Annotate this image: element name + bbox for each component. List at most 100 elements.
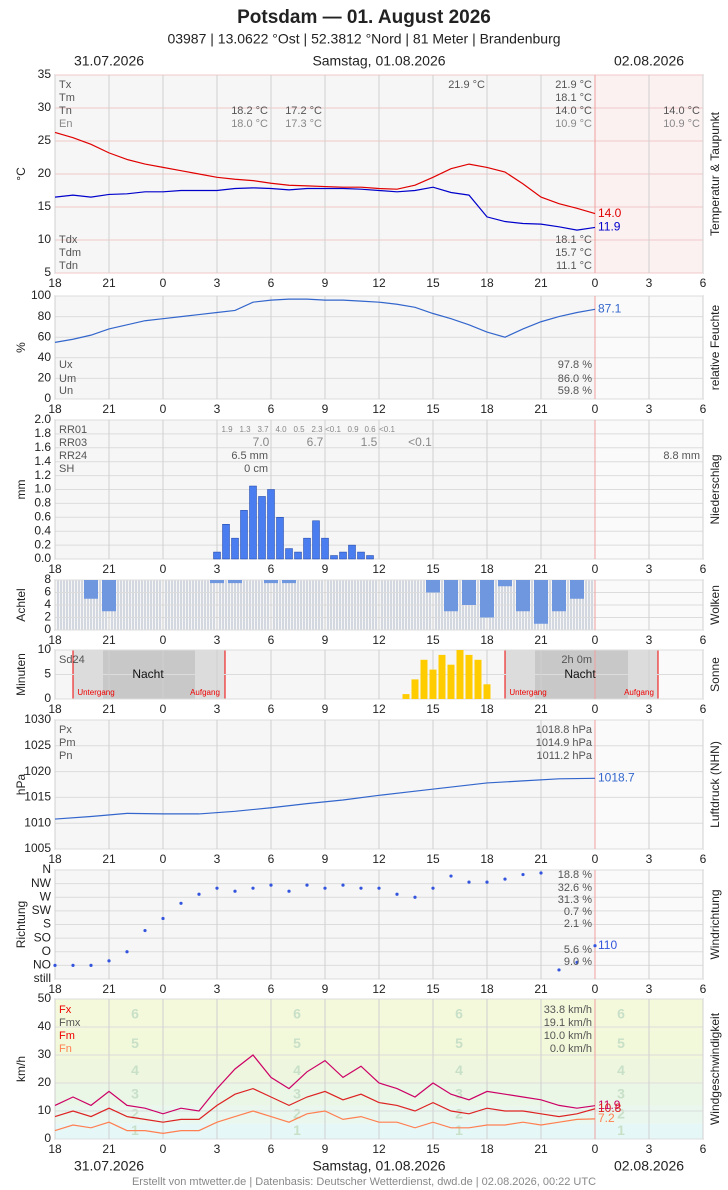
x-tick-label: 21: [534, 852, 548, 866]
note: 0.6: [364, 425, 376, 434]
note: Fn: [59, 1043, 72, 1055]
note: 14.0 °C: [555, 105, 592, 117]
bar: [312, 520, 320, 560]
note: Tdm: [59, 247, 81, 259]
bar: [420, 659, 428, 699]
end-label: 11.9: [598, 1098, 621, 1112]
beaufort-label: 4: [131, 1062, 139, 1078]
x-tick-label: 9: [322, 702, 329, 716]
y-tick-label: 0.4: [34, 523, 51, 537]
x-tick-label: 0: [160, 562, 167, 576]
x-tick-label: 18: [48, 402, 62, 416]
note: 18.1 °C: [555, 92, 592, 104]
x-tick-label: 0: [592, 982, 599, 996]
x-tick-label: 18: [480, 562, 494, 576]
note: RR24: [59, 450, 87, 462]
line: [54, 131, 596, 215]
note: 59.8 %: [558, 385, 592, 397]
note: En: [59, 118, 72, 130]
note: 19.1 km/h: [544, 1017, 592, 1029]
y-tick-label: 1.6: [34, 440, 51, 454]
y-tick-label: 30: [38, 100, 52, 114]
point: [251, 886, 255, 890]
note: Nacht: [132, 667, 164, 681]
note: 31.3 %: [558, 894, 592, 906]
bar: [411, 679, 419, 699]
note: 5.6 %: [564, 944, 592, 956]
panel-title: Niederschlag: [708, 454, 722, 524]
x-tick-label: 21: [534, 402, 548, 416]
beaufort-label: 5: [293, 1035, 301, 1051]
x-tick-label: 3: [646, 402, 653, 416]
note: <0.1: [325, 425, 341, 434]
note: 9.0 %: [564, 956, 592, 968]
x-tick-label: 3: [214, 633, 221, 647]
point: [161, 916, 165, 921]
y-tick-label: 1.4: [34, 454, 51, 468]
bar: [258, 496, 266, 560]
y-tick-label: 0: [44, 391, 51, 405]
point: [53, 963, 57, 967]
y-tick-label: 40: [38, 1019, 52, 1033]
y-tick-label: 1020: [24, 764, 51, 778]
y-tick-label: 2: [44, 610, 51, 624]
x-tick-label: 9: [322, 276, 329, 290]
point: [323, 886, 327, 890]
x-tick-label: 3: [646, 276, 653, 290]
y-tick-label: 2.0: [34, 412, 51, 426]
x-tick-label: 0: [592, 402, 599, 416]
beaufort-label: 6: [455, 1006, 463, 1022]
line: [54, 1110, 596, 1135]
note: 11.1 °C: [556, 260, 592, 272]
x-tick-label: 6: [700, 402, 707, 416]
beaufort-label: 3: [293, 1085, 301, 1101]
beaufort-label: 2: [455, 1105, 463, 1121]
x-tick-label: 18: [48, 562, 62, 576]
panel-title: Wolken: [708, 585, 722, 625]
x-tick-label: 6: [268, 982, 275, 996]
y-tick-label: 8: [44, 572, 51, 586]
bar: [231, 537, 239, 560]
beaufort-label: 1: [293, 1122, 301, 1138]
bar: [516, 580, 530, 612]
note: Tdx: [59, 234, 78, 246]
x-tick-label: 18: [48, 852, 62, 866]
end-label: 7.2: [598, 1111, 615, 1125]
x-tick-label: 21: [534, 1142, 548, 1156]
point: [71, 963, 75, 967]
bar: [276, 517, 284, 560]
x-tick-label: 6: [700, 633, 707, 647]
beaufort-label: 1: [455, 1122, 463, 1138]
x-tick-label: 0: [160, 852, 167, 866]
bar: [426, 580, 440, 593]
y-tick-label: 0.6: [34, 509, 51, 523]
bar: [303, 537, 311, 560]
x-tick-label: 0: [592, 852, 599, 866]
x-tick-label: 15: [426, 702, 440, 716]
date: 31.07.2026: [74, 53, 144, 69]
x-tick-label: 6: [700, 1142, 707, 1156]
axis-title: %: [14, 342, 28, 353]
beaufort-label: 2: [131, 1105, 139, 1121]
note: Un: [59, 385, 73, 397]
bar: [429, 669, 437, 699]
note: 8.8 mm: [663, 450, 700, 462]
point: [179, 901, 183, 905]
y-tick-label: 0.0: [34, 551, 51, 565]
x-tick-label: 9: [322, 402, 329, 416]
bar: [402, 694, 410, 699]
x-tick-label: 0: [160, 276, 167, 290]
x-tick-label: 21: [534, 562, 548, 576]
note: 2.3: [311, 425, 323, 434]
x-tick-label: 3: [646, 852, 653, 866]
note: RR01: [59, 424, 87, 436]
axis-title: hPa: [14, 774, 28, 796]
x-tick-label: 15: [426, 1142, 440, 1156]
bar: [249, 485, 257, 560]
bar: [444, 580, 458, 612]
y-tick-label: 0: [44, 691, 51, 705]
x-tick-label: 18: [48, 702, 62, 716]
note: Fmx: [59, 1017, 81, 1029]
x-tick-label: 3: [214, 1142, 221, 1156]
